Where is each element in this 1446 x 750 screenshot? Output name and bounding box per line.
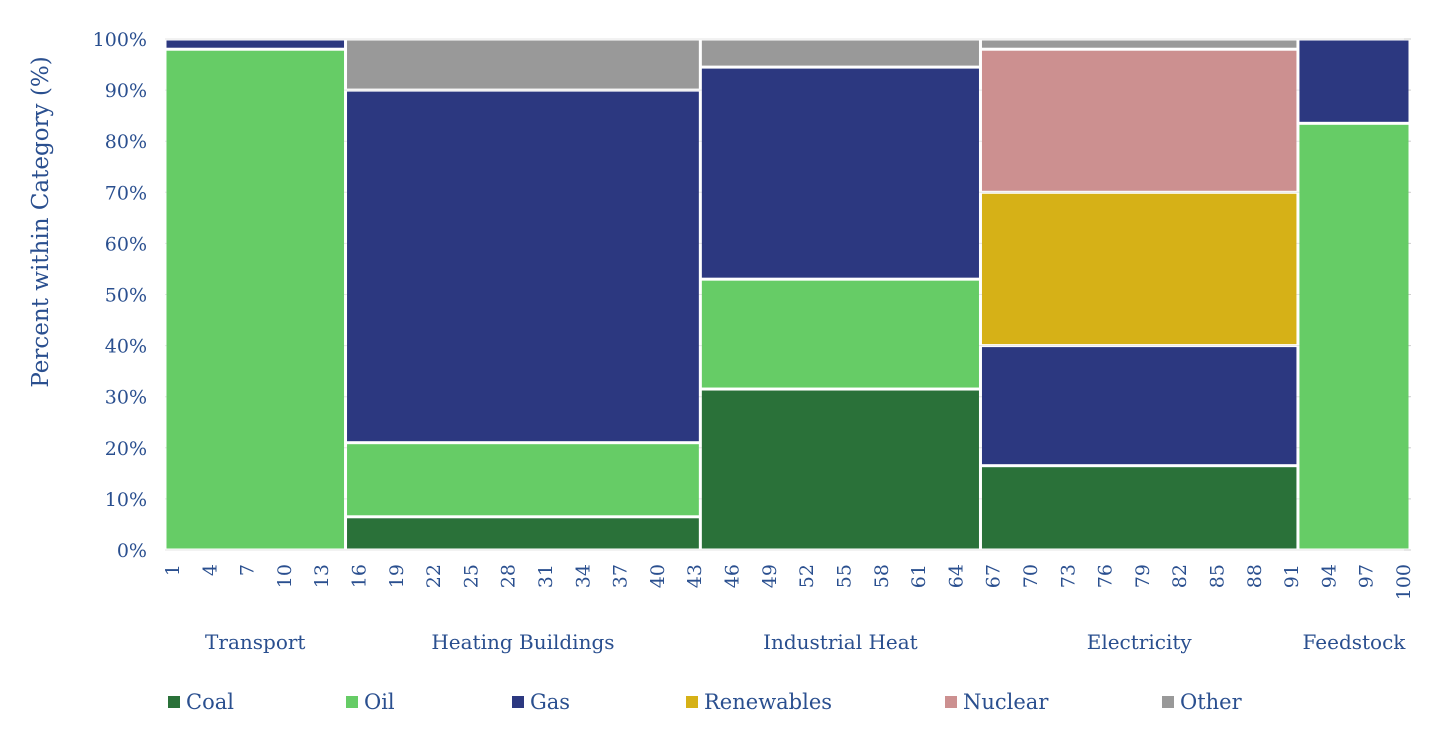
legend-swatch xyxy=(686,696,698,708)
x-tick-label: 43 xyxy=(684,564,706,588)
x-tick-label: 58 xyxy=(871,564,893,588)
y-tick-label: 60% xyxy=(105,233,147,255)
x-tick-label: 34 xyxy=(572,564,594,588)
x-tick-label: 25 xyxy=(460,564,482,588)
x-tick-label: 100 xyxy=(1393,564,1415,600)
x-tick-label: 52 xyxy=(796,564,818,588)
y-tick-label: 50% xyxy=(105,285,147,307)
legend-label: Renewables xyxy=(704,690,833,714)
category-label: Electricity xyxy=(1087,630,1193,654)
segment-transport-oil xyxy=(166,50,345,549)
x-tick-label: 16 xyxy=(349,564,371,588)
x-tick-label: 85 xyxy=(1206,564,1228,588)
legend-label: Nuclear xyxy=(963,690,1049,714)
y-tick-label: 20% xyxy=(105,438,147,460)
x-tick-label: 79 xyxy=(1132,564,1154,588)
chart-segments xyxy=(166,40,1409,549)
segment-electricity-other xyxy=(981,40,1297,48)
category-label: Industrial Heat xyxy=(763,630,918,654)
segment-electricity-renewables xyxy=(981,193,1297,345)
legend-item-other: Other xyxy=(1162,690,1242,714)
x-tick-label: 4 xyxy=(199,564,221,576)
legend-label: Coal xyxy=(186,690,234,714)
legend-label: Gas xyxy=(530,690,571,714)
y-tick-label: 90% xyxy=(105,80,147,102)
segment-industrial-heat-oil xyxy=(701,280,979,388)
x-tick-label: 28 xyxy=(498,564,520,588)
x-tick-label: 94 xyxy=(1318,564,1340,588)
legend-item-oil: Oil xyxy=(346,690,395,714)
x-tick-label: 55 xyxy=(833,564,855,588)
segment-feedstock-oil xyxy=(1299,124,1409,549)
x-tick-label: 70 xyxy=(1020,564,1042,588)
x-tick-label: 49 xyxy=(759,564,781,588)
legend-swatch xyxy=(945,696,957,708)
x-tick-label: 10 xyxy=(274,564,296,588)
category-label: Feedstock xyxy=(1303,630,1407,654)
segment-industrial-heat-gas xyxy=(701,68,979,278)
y-tick-label: 10% xyxy=(105,489,147,511)
y-tick-label: 100% xyxy=(93,29,147,51)
segment-industrial-heat-coal xyxy=(701,390,979,549)
legend-label: Oil xyxy=(364,690,395,714)
y-tick-label: 80% xyxy=(105,131,147,153)
x-tick-label: 31 xyxy=(535,564,557,588)
legend: Coal Oil Gas Renewables Nuclear Other xyxy=(0,690,1446,726)
segment-electricity-coal xyxy=(981,467,1297,549)
x-tick-label: 13 xyxy=(311,564,333,588)
y-tick-label: 30% xyxy=(105,387,147,409)
y-tick-label: 0% xyxy=(117,540,147,562)
x-tick-label: 7 xyxy=(237,564,259,576)
x-tick-label: 82 xyxy=(1169,564,1191,588)
segment-heating-buildings-oil xyxy=(347,444,699,516)
legend-item-nuclear: Nuclear xyxy=(945,690,1048,714)
segment-heating-buildings-other xyxy=(347,40,699,89)
x-tick-label: 46 xyxy=(722,564,744,588)
segment-heating-buildings-gas xyxy=(347,91,699,442)
x-tick-label: 22 xyxy=(423,564,445,588)
legend-swatch xyxy=(512,696,524,708)
legend-label: Other xyxy=(1180,690,1242,714)
x-axis-ticks: 1 4 7 10 13 16 19 22 25 28 31 34 37 40 43 46 49 52 55 58 61 6… xyxy=(162,564,1415,600)
y-axis-title: Percent within Category (%) xyxy=(28,56,54,387)
legend-swatch xyxy=(168,696,180,708)
y-tick-label: 40% xyxy=(105,336,147,358)
x-tick-label: 19 xyxy=(386,564,408,588)
x-tick-label: 67 xyxy=(983,564,1005,588)
legend-swatch xyxy=(1162,696,1174,708)
x-tick-label: 61 xyxy=(908,564,930,588)
x-tick-label: 97 xyxy=(1356,564,1378,588)
x-tick-label: 73 xyxy=(1057,564,1079,588)
legend-swatch xyxy=(346,696,358,708)
category-label: Transport xyxy=(205,630,305,654)
x-tick-label: 91 xyxy=(1281,564,1303,588)
x-tick-label: 76 xyxy=(1095,564,1117,588)
category-label: Heating Buildings xyxy=(431,630,614,654)
legend-item-renewables: Renewables xyxy=(686,690,832,714)
segment-heating-buildings-coal xyxy=(347,518,699,549)
y-tick-label: 70% xyxy=(105,182,147,204)
category-labels: Transport Heating Buildings Industrial Hea… xyxy=(205,630,1406,654)
segment-transport-gas xyxy=(166,40,345,48)
x-tick-label: 88 xyxy=(1244,564,1266,588)
legend-item-gas: Gas xyxy=(512,690,570,714)
x-tick-label: 1 xyxy=(162,564,184,576)
segment-electricity-gas xyxy=(981,347,1297,465)
segment-electricity-nuclear xyxy=(981,50,1297,191)
x-tick-label: 40 xyxy=(647,564,669,588)
segment-industrial-heat-other xyxy=(701,40,979,66)
legend-item-coal: Coal xyxy=(168,690,234,714)
y-axis-ticks: 0% 10% 20% 30% 40% 50% 60% 70% 80% 90% 100% xyxy=(93,29,147,562)
x-tick-label: 64 xyxy=(945,564,967,588)
x-tick-label: 37 xyxy=(610,564,632,588)
segment-feedstock-gas xyxy=(1299,40,1409,122)
